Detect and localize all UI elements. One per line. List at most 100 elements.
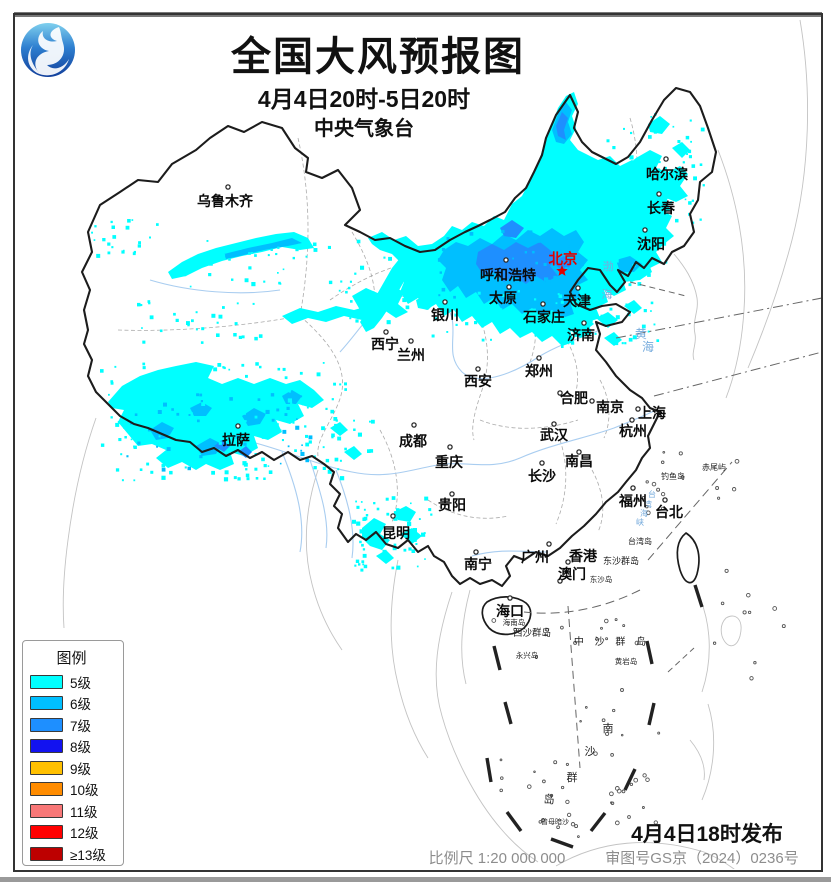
small-island-dot (622, 624, 626, 628)
wind-speckle (340, 476, 345, 481)
wind-speckle (233, 333, 237, 337)
wind-speckle (308, 440, 312, 444)
wind-speckle (312, 242, 317, 247)
wind-speckle (221, 254, 226, 258)
small-island-dot (620, 733, 624, 737)
small-island-dot (584, 706, 588, 709)
legend-swatch (30, 696, 63, 711)
wind-speckle (188, 414, 191, 416)
wind-speckle (331, 436, 334, 439)
wind-speckle (512, 257, 514, 260)
wind-speckle (349, 280, 352, 283)
city-dot (473, 549, 479, 555)
island-label: 东沙岛 (590, 574, 613, 584)
wind-speckle (186, 321, 190, 325)
wind-speckle (688, 201, 692, 205)
wind-speckle (369, 420, 371, 423)
wind-speckle (363, 508, 366, 511)
wind-speckle (658, 161, 661, 164)
wind-speckle (137, 244, 141, 248)
wind-speckle (276, 408, 280, 412)
small-island-dot (500, 776, 504, 780)
wind-speckle (115, 422, 120, 427)
wind-speckle (640, 218, 645, 223)
wind-speckle (282, 268, 285, 271)
wind-speckle (138, 241, 141, 245)
wind-speckle (656, 168, 660, 172)
wind-speckle (629, 197, 633, 201)
small-island-dot (570, 822, 576, 827)
small-island-dot (601, 718, 606, 723)
wind-speckle (628, 186, 632, 189)
wind-speckle (589, 313, 594, 318)
wind-speckle (301, 444, 303, 446)
wind-speckle (384, 298, 389, 303)
small-island-dot (533, 770, 536, 773)
wind-speckle (374, 536, 377, 540)
wind-speckle (574, 333, 578, 337)
small-island-dot (621, 789, 626, 794)
wind-speckle (675, 184, 680, 189)
wind-speckle (344, 388, 347, 391)
wind-speckle (360, 568, 364, 572)
small-island-dot (605, 731, 610, 736)
wind-speckle (388, 256, 392, 261)
wind-speckle (263, 280, 266, 283)
legend-swatch (30, 760, 63, 775)
wind-speckle (699, 218, 702, 221)
wind-speckle (700, 127, 705, 132)
wind-speckle (225, 405, 228, 408)
city-dot (539, 460, 545, 466)
small-island-dot (560, 625, 564, 630)
wind-speckle (454, 313, 458, 317)
sea-label: 海 (642, 339, 654, 354)
wind-speckle (157, 410, 162, 414)
capital-label: 北京 (549, 250, 578, 268)
wind-speckle (628, 179, 630, 182)
wind-speckle (217, 363, 222, 367)
wind-speckle (282, 429, 287, 434)
small-island-dot (574, 824, 579, 829)
wind-speckle (474, 321, 478, 325)
city-label: 太原 (489, 290, 517, 306)
wind-area-7级 (500, 220, 524, 238)
wind-speckle (538, 292, 541, 295)
wind-speckle (650, 301, 654, 305)
wind-speckle (333, 417, 338, 421)
wind-speckle (222, 366, 225, 369)
wind-speckle (161, 380, 165, 384)
wind-speckle (159, 329, 163, 333)
wind-speckle (624, 342, 627, 345)
wind-speckle (259, 365, 262, 369)
wind-speckle (467, 304, 470, 307)
wind-speckle (216, 321, 219, 324)
wind-speckle (594, 295, 599, 300)
wind-speckle (522, 322, 526, 326)
wind-speckle (570, 297, 574, 300)
small-island-dot (645, 480, 649, 484)
city-label: 长沙 (528, 468, 556, 484)
sea-label: 台 (648, 489, 656, 499)
wind-speckle (209, 419, 213, 423)
wind-speckle (523, 314, 527, 319)
small-island-dot (593, 751, 598, 756)
wind-speckle (560, 300, 564, 304)
wind-speckle (110, 220, 113, 224)
wind-speckle (187, 261, 191, 265)
wind-speckle (248, 252, 251, 255)
wind-speckle (344, 447, 347, 451)
wind-speckle (278, 281, 281, 285)
wind-speckle (675, 218, 679, 223)
wind-area-6级 (282, 390, 302, 404)
wind-speckle (156, 223, 159, 226)
wind-speckle (413, 538, 417, 542)
wind-speckle (142, 366, 146, 370)
wind-speckle (428, 508, 432, 512)
legend-swatch (30, 739, 63, 754)
wind-speckle (270, 393, 275, 397)
wind-speckle (100, 443, 105, 447)
wind-speckle (231, 278, 234, 281)
wind-speckle (439, 271, 442, 274)
wind-speckle (308, 435, 313, 440)
wind-area-7级 (476, 242, 558, 284)
